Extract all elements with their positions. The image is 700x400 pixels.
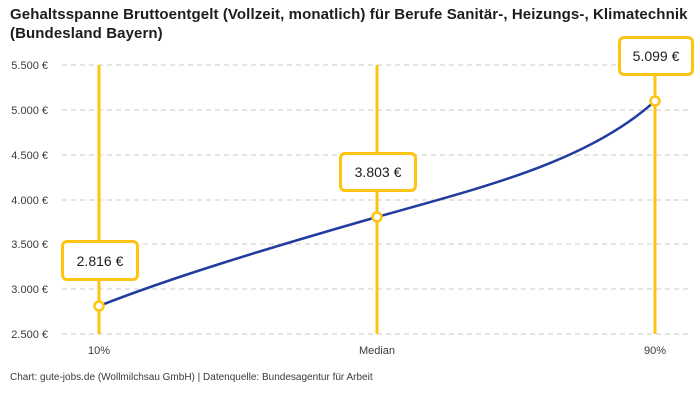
value-label-10: 2.816 € <box>76 252 124 269</box>
value-label-90: 5.099 € <box>632 48 680 64</box>
data-point-median <box>371 211 383 223</box>
value-label-box-median: 3.803 € <box>339 152 417 192</box>
chart-title: Gehaltsspanne Bruttoentgelt (Vollzeit, m… <box>10 6 688 42</box>
x-tick-median: Median <box>359 345 395 357</box>
x-tick-10: 10% <box>88 345 110 357</box>
value-label-median: 3.803 € <box>354 164 402 180</box>
y-tick-4500: 4.500 € <box>11 150 48 162</box>
x-axis-labels: 10% Median 90% <box>88 345 666 357</box>
y-tick-2500: 2.500 € <box>11 329 48 341</box>
y-axis-labels: 5.500 € 5.000 € 4.500 € 4.000 € 3.500 € … <box>11 60 48 341</box>
chart-source-attribution: Chart: gute-jobs.de (Wollmilchsau GmbH) … <box>10 372 373 383</box>
y-tick-3000: 3.000 € <box>11 284 48 296</box>
data-point-10 <box>93 300 105 312</box>
y-tick-3500: 3.500 € <box>11 239 48 251</box>
y-tick-5000: 5.000 € <box>11 105 48 117</box>
value-label-box-10: 2.816 € <box>61 240 139 281</box>
gridlines <box>62 64 690 335</box>
x-tick-90: 90% <box>644 345 666 357</box>
y-tick-4000: 4.000 € <box>11 195 48 207</box>
value-label-box-90: 5.099 € <box>618 36 694 76</box>
percentile-guide-lines <box>97 50 657 334</box>
data-point-90 <box>649 95 661 107</box>
y-tick-5500: 5.500 € <box>11 60 48 72</box>
